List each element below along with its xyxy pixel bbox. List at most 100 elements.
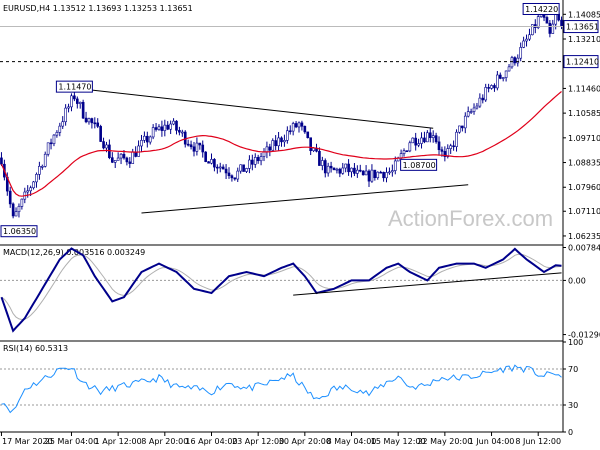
level-tag-label: 1.12410 <box>566 58 599 67</box>
candle <box>326 165 330 174</box>
candle <box>256 157 260 162</box>
candle <box>280 137 283 143</box>
candle <box>455 131 458 147</box>
candle <box>283 140 286 143</box>
moving-average-line <box>0 91 562 197</box>
candle <box>525 38 528 42</box>
candle <box>531 24 534 36</box>
rsi-tick-label: 100 <box>568 338 583 347</box>
candle <box>210 159 213 164</box>
candle <box>230 175 234 179</box>
candle <box>160 126 164 131</box>
candle <box>201 144 205 153</box>
candle <box>417 143 420 146</box>
price-annotation-label: 1.08700 <box>403 161 436 170</box>
candle <box>268 146 272 151</box>
candle <box>452 145 455 148</box>
price-tick-label: 1.09710 <box>568 134 600 143</box>
candle <box>484 87 488 101</box>
candle <box>248 159 251 169</box>
candle <box>26 190 30 193</box>
candle <box>335 168 339 171</box>
candle <box>370 169 374 182</box>
candle <box>180 131 184 134</box>
candle <box>242 164 245 172</box>
time-tick-label: 8 Jun 12:00 <box>515 437 561 446</box>
candle <box>96 122 100 127</box>
price-trendline <box>141 184 469 214</box>
candle <box>169 123 172 130</box>
candle <box>516 57 520 64</box>
price-annotation-box <box>400 158 438 171</box>
candle <box>414 137 418 146</box>
candle <box>385 172 388 179</box>
candle <box>148 136 152 143</box>
candle <box>548 22 552 34</box>
candle <box>154 127 158 130</box>
price-chart-header: EURUSD,H4 1.13512 1.13693 1.13253 1.1365… <box>3 4 193 13</box>
candle <box>528 34 531 40</box>
candle <box>265 146 269 153</box>
candle <box>443 151 447 157</box>
candle <box>38 166 41 175</box>
candle <box>43 153 47 167</box>
candle <box>125 157 129 163</box>
candle <box>99 126 102 142</box>
price-tick-label: 1.07110 <box>568 207 600 216</box>
candle <box>195 142 199 152</box>
candle <box>501 77 505 79</box>
candle <box>122 153 126 159</box>
candle <box>376 171 380 179</box>
candle <box>81 101 85 119</box>
candle <box>239 164 242 172</box>
candle <box>172 120 175 125</box>
candle <box>110 157 114 163</box>
candle <box>402 150 406 154</box>
candle <box>262 151 266 157</box>
candle <box>554 13 558 25</box>
candle <box>507 66 511 72</box>
candle <box>93 122 97 125</box>
rsi-title: RSI(14) 60.5313 <box>3 344 68 353</box>
price-tick-label: 1.07960 <box>568 183 600 192</box>
candle <box>364 170 368 176</box>
candle <box>52 134 56 144</box>
candle <box>251 159 254 165</box>
candle <box>309 137 312 152</box>
candle <box>405 150 409 153</box>
candle <box>166 124 170 130</box>
time-tick-label: 8 Apr 20:00 <box>141 437 188 446</box>
candle <box>151 127 155 138</box>
price-annotation-label: 1.06350 <box>3 227 36 236</box>
candle <box>271 140 275 151</box>
rsi-line <box>1 364 562 414</box>
candle <box>458 125 461 133</box>
candle <box>318 150 321 166</box>
price-tick-label: 1.11460 <box>568 84 600 93</box>
candle <box>466 111 470 117</box>
candle <box>545 17 549 24</box>
price-annotation-label: 1.14220 <box>525 5 558 14</box>
candle <box>183 131 187 145</box>
candle <box>399 153 403 159</box>
price-annotation-label: 1.11470 <box>58 83 91 92</box>
candle <box>35 174 38 183</box>
candle <box>253 157 257 165</box>
candle <box>306 131 310 139</box>
candle <box>423 137 426 143</box>
candle <box>493 85 496 89</box>
candle <box>522 40 525 48</box>
candle <box>426 132 429 143</box>
candle <box>350 167 353 173</box>
candle <box>504 70 508 78</box>
candle <box>163 124 167 131</box>
price-annotation-box <box>522 2 560 15</box>
candle <box>224 168 228 174</box>
candle <box>70 95 73 108</box>
candle <box>469 111 473 113</box>
candle <box>332 167 336 171</box>
candle <box>73 95 76 100</box>
candle <box>420 137 423 144</box>
candle <box>478 97 482 107</box>
candle <box>216 166 219 169</box>
